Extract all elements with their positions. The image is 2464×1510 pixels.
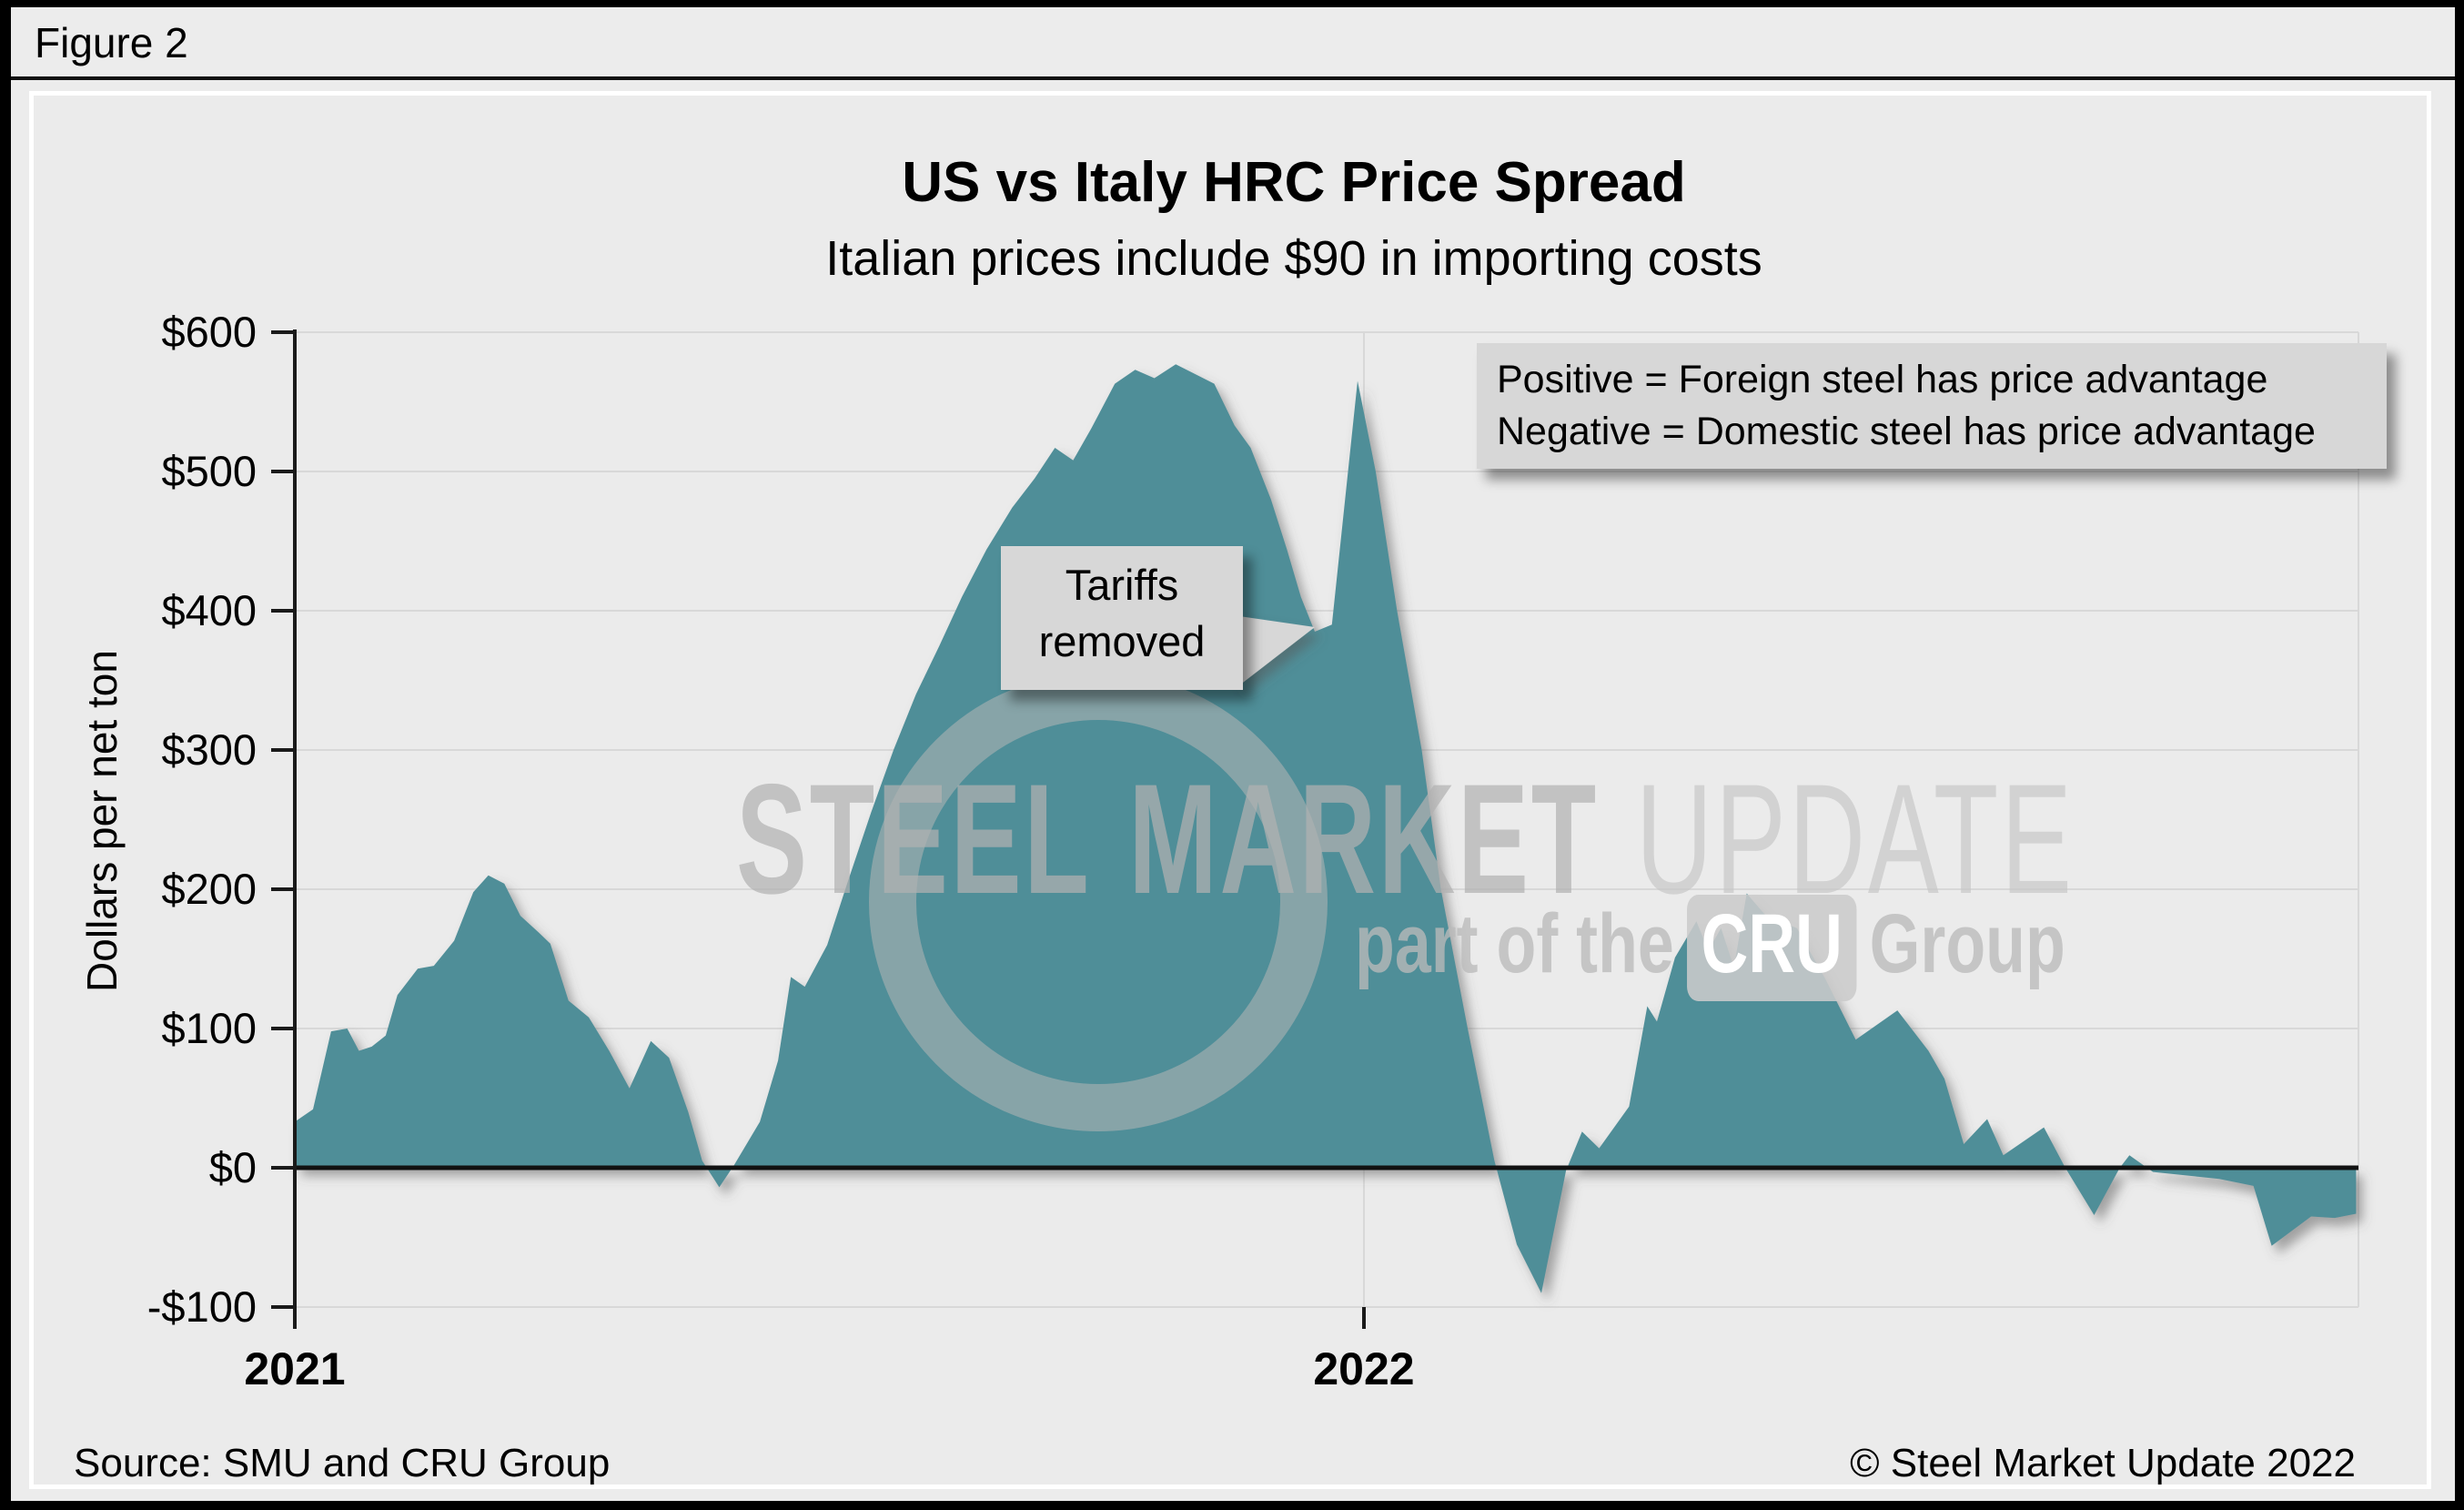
price-spread-area-chart: $600 $500 $400 $300 $200 $100 $0 -$100 2021 2022 xyxy=(147,308,2359,1394)
y-axis-title: Dollars per net ton xyxy=(78,650,126,992)
figure-label: Figure 2 xyxy=(35,19,188,66)
chart-title: US vs Italy HRC Price Spread xyxy=(902,151,1686,214)
watermark-ring xyxy=(869,673,1328,1131)
legend-note-line1: Positive = Foreign steel has price advan… xyxy=(1497,358,2268,401)
callout-line2: removed xyxy=(1038,617,1206,665)
figure-page: Figure 2 $600 $500 $400 $300 $200 $100 $0 -$100… xyxy=(11,7,2455,1501)
footer-copyright: © Steel Market Update 2022 xyxy=(1850,1441,2356,1485)
footer-source: Source: SMU and CRU Group xyxy=(74,1441,611,1485)
y-tick-label: $500 xyxy=(161,447,257,495)
y-tick-label: -$100 xyxy=(147,1282,257,1331)
y-tick-label: $200 xyxy=(161,865,257,913)
y-tick-label: $100 xyxy=(161,1004,257,1052)
y-tick-label: $600 xyxy=(161,308,257,356)
callout-pointer xyxy=(1239,616,1315,685)
callout-tariffs-removed: Tariffs removed xyxy=(1001,546,1243,690)
y-tick-label: $400 xyxy=(161,586,257,634)
area-series-price-spread xyxy=(295,364,2357,1293)
x-tick-label: 2021 xyxy=(244,1343,345,1394)
legend-note-line2: Negative = Domestic steel has price adva… xyxy=(1497,410,2316,453)
y-tick-label: $300 xyxy=(161,725,257,774)
chart-box: $600 $500 $400 $300 $200 $100 $0 -$100 2021 2022 … xyxy=(29,91,2431,1489)
callout-line1: Tariffs xyxy=(1065,561,1179,609)
legend-note: Positive = Foreign steel has price advan… xyxy=(1477,343,2387,469)
chart-subtitle: Italian prices include $90 in importing … xyxy=(825,231,1762,286)
header-rule xyxy=(11,76,2455,80)
x-tick-label: 2022 xyxy=(1313,1343,1414,1394)
y-tick-label: $0 xyxy=(209,1143,257,1191)
